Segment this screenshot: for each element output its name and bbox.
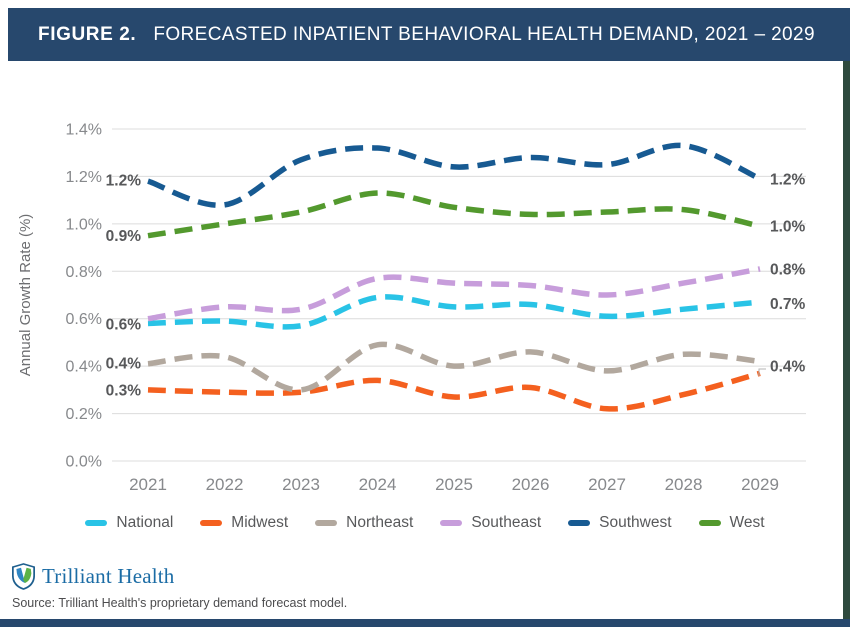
- end-data-label: 1.0%: [770, 219, 806, 236]
- series-line-southeast: [147, 266, 761, 322]
- y-tick-label: 1.4%: [66, 122, 102, 139]
- y-tick-label: 0.0%: [66, 454, 102, 471]
- forecast-line-chart: 1.4% 1.2% 1.0% 0.8% 0.6% 0.4% 0.2% 0.0% 2021 2022…: [17, 122, 806, 494]
- y-tick-label: 0.2%: [66, 406, 102, 423]
- x-tick-label: 2024: [359, 475, 397, 494]
- x-tick-label: 2026: [512, 475, 550, 494]
- source-note: Source: Trilliant Health's proprietary d…: [12, 596, 348, 610]
- y-tick-label: 1.0%: [66, 216, 102, 233]
- x-tick-label: 2022: [206, 475, 244, 494]
- logo-wordmark: Trilliant Health: [42, 563, 175, 588]
- series-line-west: [147, 190, 761, 239]
- y-tick-label: 1.2%: [66, 169, 102, 186]
- page-right-border: [843, 61, 850, 627]
- x-tick-label: 2023: [282, 475, 320, 494]
- legend-label: West: [729, 514, 765, 531]
- y-tick-label: 0.6%: [66, 311, 102, 328]
- legend-label: Midwest: [231, 514, 289, 531]
- legend-label: Southwest: [599, 514, 672, 531]
- x-tick-label: 2029: [741, 475, 779, 494]
- end-data-label: 0.4%: [770, 359, 806, 376]
- start-data-label: 0.6%: [106, 316, 142, 333]
- end-data-label: 0.8%: [770, 261, 806, 278]
- x-tick-label: 2027: [588, 475, 626, 494]
- series-line-northeast: [147, 341, 761, 393]
- trilliant-health-logo: Trilliant Health: [12, 562, 175, 590]
- legend-item-southeast: Southeast: [440, 514, 541, 532]
- series-line-midwest: [147, 370, 761, 412]
- end-data-label: 0.7%: [770, 296, 806, 313]
- chart-legend: National Midwest Northeast Southeast Southwe…: [0, 513, 850, 533]
- legend-swatch-west: [698, 520, 721, 526]
- legend-swatch-southwest: [568, 520, 591, 526]
- legend-swatch-national: [85, 520, 108, 526]
- start-data-label: 0.4%: [106, 356, 142, 373]
- start-data-label: 0.3%: [106, 382, 142, 399]
- x-tick-label: 2021: [129, 475, 167, 494]
- x-tick-label: 2025: [435, 475, 473, 494]
- figure-title: FORECASTED INPATIENT BEHAVIORAL HEALTH D…: [153, 23, 815, 45]
- legend-swatch-southeast: [440, 520, 463, 526]
- legend-swatch-midwest: [200, 520, 223, 526]
- legend-item-west: West: [698, 514, 765, 532]
- figure-header: FIGURE 2. FORECASTED INPATIENT BEHAVIORA…: [8, 8, 850, 61]
- legend-item-northeast: Northeast: [315, 514, 413, 532]
- legend-label: Southeast: [471, 514, 542, 531]
- series-line-southwest: [147, 142, 762, 208]
- start-data-label: 0.9%: [106, 228, 142, 245]
- x-tick-label: 2028: [665, 475, 703, 494]
- legend-item-southwest: Southwest: [568, 514, 672, 532]
- legend-label: National: [116, 514, 174, 531]
- series-line-national: [147, 294, 761, 330]
- legend-item-national: National: [85, 514, 173, 532]
- legend-swatch-northeast: [315, 520, 338, 526]
- y-tick-label: 0.4%: [66, 359, 102, 376]
- y-tick-label: 0.8%: [66, 264, 102, 281]
- end-data-label: 1.2%: [770, 171, 806, 188]
- figure-number-label: FIGURE 2.: [38, 23, 137, 45]
- legend-label: Northeast: [346, 514, 414, 531]
- start-data-label: 1.2%: [106, 172, 142, 189]
- trilliant-shield-icon: [12, 562, 35, 590]
- page-bottom-border: [0, 619, 850, 627]
- y-axis-title: Annual Growth Rate (%): [17, 214, 34, 377]
- legend-item-midwest: Midwest: [200, 514, 288, 532]
- label-leader-line: [758, 368, 766, 376]
